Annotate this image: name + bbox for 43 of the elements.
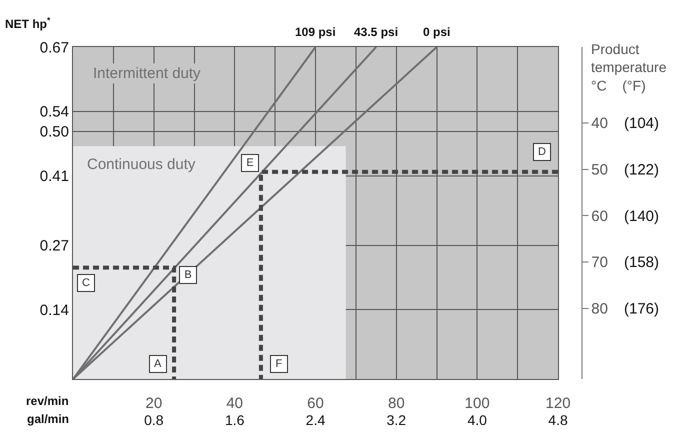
x2-tick-label: 4.0: [467, 412, 488, 428]
y2-tick-label: 50: [591, 162, 608, 179]
y2-axis-title: Product temperature °C (°F): [591, 41, 667, 94]
x-axis-title: rev/min: [26, 394, 69, 408]
x2-tick-label: 4.8: [548, 412, 568, 428]
y3-tick-label: (122): [624, 162, 660, 179]
band-label: Intermittent duty: [93, 65, 202, 82]
x2-tick-label: 1.6: [224, 412, 245, 428]
y3-tick-label: (158): [624, 254, 660, 272]
x2-tick-label: 2.4: [306, 412, 326, 428]
x-tick-label: 80: [388, 395, 405, 412]
annotation: C: [82, 277, 90, 289]
series-label: 43.5 psi: [354, 25, 398, 39]
series-label: Continuous duty: [87, 156, 196, 173]
y3-tick-label: (176): [624, 300, 660, 318]
x-tick-label: 100: [464, 395, 490, 412]
x2-tick-label: 0.8: [144, 412, 164, 428]
y-tick-label: 0.14: [40, 302, 69, 319]
x2-axis-title: gal/min: [27, 412, 70, 426]
x-tick-label: 120: [546, 395, 571, 412]
x-tick-label: 20: [145, 395, 162, 412]
y-tick-label: 0.27: [40, 238, 69, 255]
x-tick-label: 40: [226, 395, 244, 412]
annotation: B: [184, 269, 192, 281]
y2-tick-label: 60: [591, 208, 608, 225]
y-axis-title: NET hp$^{*}$: [5, 15, 51, 32]
y3-tick-label: (140): [624, 208, 660, 225]
series-label: 109 psi: [295, 25, 336, 39]
y2-tick-label: 80: [591, 300, 608, 318]
annotation: D: [538, 146, 546, 158]
series-label: 0 psi: [423, 25, 450, 39]
y-tick-label: 0.54: [40, 104, 69, 121]
y-tick-label: 0.50: [40, 124, 69, 141]
x-tick-label: 60: [307, 395, 324, 412]
y2-tick-label: 40: [591, 115, 608, 132]
x2-tick-label: 3.2: [386, 412, 406, 428]
annotation: F: [276, 358, 282, 370]
y3-tick-label: (104): [624, 115, 660, 132]
y-tick-label: 0.67: [40, 39, 69, 56]
annotation: E: [246, 157, 254, 169]
y-tick-label: 0.41: [40, 168, 69, 186]
annotation: A: [154, 358, 162, 370]
y2-tick-label: 70: [591, 254, 608, 272]
